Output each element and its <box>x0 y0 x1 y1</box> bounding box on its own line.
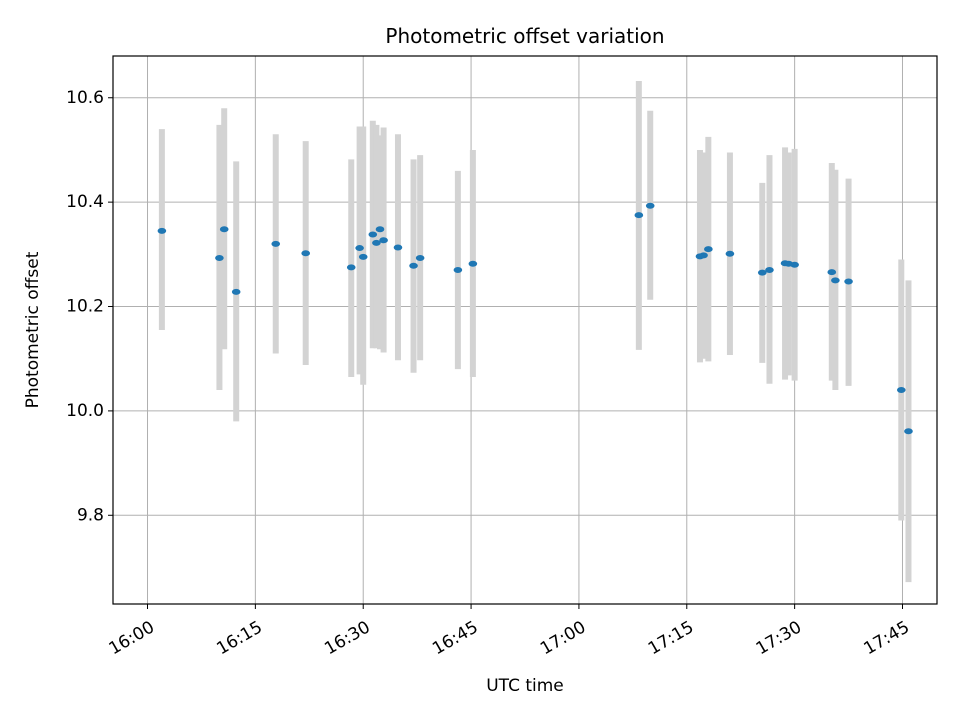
data-point <box>301 250 310 257</box>
data-point <box>904 428 913 435</box>
data-point <box>757 269 767 276</box>
data-point <box>831 277 840 284</box>
data-point <box>219 226 229 233</box>
data-point <box>453 266 463 273</box>
data-point <box>634 212 644 219</box>
y-tick-label: 10.4 <box>66 192 104 212</box>
data-point <box>231 288 241 295</box>
y-axis: 9.8 10.0 10.2 10.4 10.6 <box>66 88 113 525</box>
data-point <box>271 240 281 247</box>
data-points <box>157 202 913 435</box>
plot-frame <box>112 55 938 605</box>
x-axis-label: UTC time <box>486 676 564 696</box>
data-point <box>415 254 425 261</box>
data-point <box>358 253 368 260</box>
data-point <box>375 226 385 233</box>
data-point <box>355 245 364 252</box>
data-point <box>372 239 381 246</box>
y-axis-label: Photometric offset <box>23 251 43 408</box>
data-point <box>409 262 418 269</box>
data-point <box>645 202 655 209</box>
data-point <box>699 252 708 259</box>
data-point <box>157 227 167 234</box>
data-point <box>468 260 478 267</box>
data-point <box>765 266 774 273</box>
y-tick-label: 10.6 <box>66 88 104 108</box>
data-point <box>844 278 853 285</box>
data-point <box>379 237 388 244</box>
data-point <box>896 387 906 394</box>
grid-lines <box>113 56 937 604</box>
y-tick-label: 9.8 <box>77 505 104 525</box>
data-point <box>790 261 799 268</box>
data-point <box>704 246 713 253</box>
data-point <box>368 231 378 238</box>
data-point <box>725 250 735 257</box>
data-point <box>393 244 403 251</box>
data-point <box>827 269 837 276</box>
chart-title: Photometric offset variation <box>385 24 664 48</box>
data-point <box>215 254 224 261</box>
data-point <box>346 264 356 271</box>
y-tick-label: 10.2 <box>66 297 104 317</box>
y-tick-label: 10.0 <box>66 401 104 421</box>
